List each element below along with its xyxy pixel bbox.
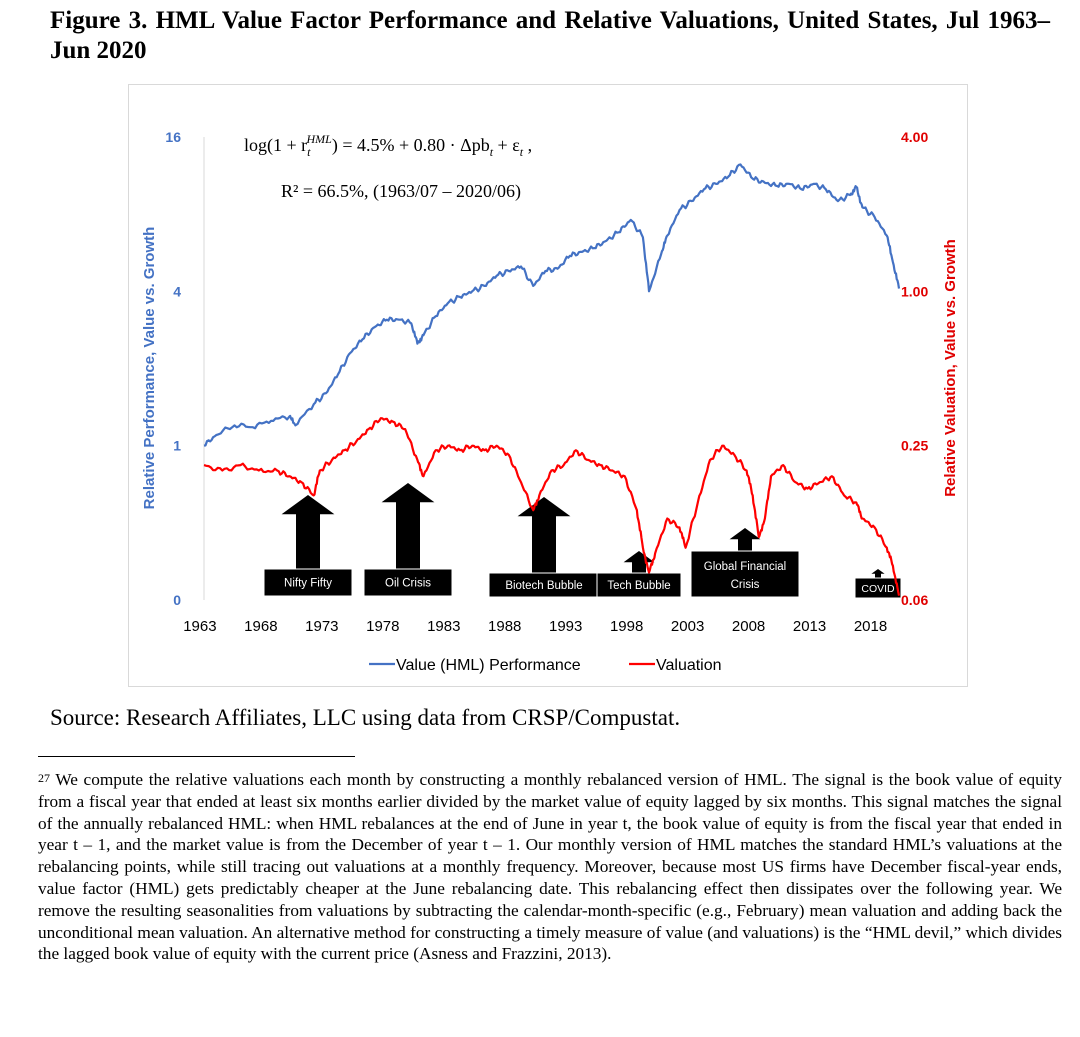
x-tick-label: 1963 bbox=[183, 618, 216, 635]
x-tick-label: 2013 bbox=[793, 618, 826, 635]
legend-item: Valuation bbox=[629, 657, 722, 674]
annotations: Nifty Fifty Oil Crisis Biotech Bubble Tech … bbox=[263, 483, 902, 599]
annotation-arrow bbox=[623, 551, 655, 573]
annotation-label: Oil Crisis bbox=[385, 578, 431, 590]
annotation-covid: COVID bbox=[854, 569, 902, 599]
x-tick-label: 2008 bbox=[732, 618, 765, 635]
x-tick-label: 1998 bbox=[610, 618, 643, 635]
left-tick-label: 0 bbox=[173, 592, 181, 608]
right-tick-label: 4.00 bbox=[901, 129, 928, 145]
annotation-arrow bbox=[381, 483, 435, 569]
left-tick-label: 16 bbox=[165, 129, 181, 145]
annotation-oil-crisis: Oil Crisis bbox=[363, 483, 453, 597]
footnote: 27 We compute the relative valuations ea… bbox=[38, 768, 1062, 965]
x-tick-label: 1993 bbox=[549, 618, 582, 635]
annotation-box bbox=[263, 568, 353, 597]
legend-label: Valuation bbox=[656, 657, 722, 674]
right-tick-label: 0.06 bbox=[901, 592, 928, 608]
series-lines bbox=[203, 163, 901, 596]
right-tick-label: 1.00 bbox=[901, 283, 928, 299]
annotation-label: Global Financial bbox=[704, 561, 786, 573]
equation-line-1: log(1 + rtHML) = 4.5% + 0.80 · Δpbt + εt… bbox=[244, 132, 532, 159]
annotation-box bbox=[596, 572, 682, 598]
annotation-label: Nifty Fifty bbox=[284, 578, 332, 590]
x-tick-label: 1968 bbox=[244, 618, 277, 635]
left-tick-label: 1 bbox=[173, 438, 181, 454]
figure-title: Figure 3. HML Value Factor Performance a… bbox=[50, 7, 1050, 64]
x-tick-label: 1988 bbox=[488, 618, 521, 635]
footnote-text: We compute the relative valuations each … bbox=[38, 770, 1062, 964]
regression-equation: log(1 + rtHML) = 4.5% + 0.80 · Δpbt + εt… bbox=[244, 132, 532, 202]
chart: 16 4 1 0 Relative Performance, Value vs. Gro… bbox=[141, 129, 959, 674]
x-tick-label: 1983 bbox=[427, 618, 460, 635]
annotation-arrow bbox=[871, 569, 885, 578]
annotation-arrow bbox=[729, 528, 761, 551]
source-note: Source: Research Affiliates, LLC using d… bbox=[50, 705, 681, 730]
legend-item: Value (HML) Performance bbox=[369, 657, 581, 674]
x-tick-label: 2018 bbox=[854, 618, 887, 635]
x-tick-label: 1973 bbox=[305, 618, 338, 635]
annotation-arrow bbox=[281, 495, 335, 569]
left-axis: 16 4 1 0 Relative Performance, Value vs. Gro… bbox=[141, 129, 205, 608]
left-tick-label: 4 bbox=[173, 283, 181, 299]
annotation-nifty-fifty: Nifty Fifty bbox=[263, 495, 353, 597]
annotation-biotech-bubble: Biotech Bubble bbox=[488, 497, 600, 598]
left-axis-title: Relative Performance, Value vs. Growth bbox=[141, 227, 158, 510]
annotation-box bbox=[690, 550, 800, 598]
annotation-label: Biotech Bubble bbox=[505, 580, 582, 592]
x-tick-label: 2003 bbox=[671, 618, 704, 635]
series-line-valuation bbox=[203, 417, 901, 596]
right-axis: 4.00 1.00 0.25 0.06 Relative Valuation, Valu… bbox=[901, 129, 959, 608]
annotation-label: Tech Bubble bbox=[607, 580, 670, 592]
x-axis: 1963 1968 1973 1978 1983 1988 1993 1998 2003 2008… bbox=[183, 618, 887, 635]
x-tick-label: 1978 bbox=[366, 618, 399, 635]
equation-line-2: R² = 66.5%, (1963/07 – 2020/06) bbox=[281, 181, 521, 202]
annotation-label: COVID bbox=[861, 583, 895, 595]
annotation-box bbox=[488, 572, 600, 598]
legend-label: Value (HML) Performance bbox=[396, 657, 581, 674]
annotation-box bbox=[363, 568, 453, 597]
footnote-rule bbox=[38, 756, 355, 757]
annotation-label: Crisis bbox=[731, 579, 760, 591]
series-line-hml-performance bbox=[203, 163, 901, 447]
right-tick-label: 0.25 bbox=[901, 438, 928, 454]
legend: Value (HML) Performance Valuation bbox=[369, 657, 722, 674]
right-axis-title: Relative Valuation, Value vs. Growth bbox=[942, 239, 959, 497]
annotation-arrow bbox=[517, 497, 571, 573]
annotation-global-financial-crisis: Global Financial Crisis bbox=[690, 528, 800, 598]
chart-panel: 16 4 1 0 Relative Performance, Value vs. Gro… bbox=[128, 84, 968, 687]
footnote-number: 27 bbox=[38, 771, 50, 785]
annotation-tech-bubble: Tech Bubble bbox=[596, 551, 682, 598]
annotation-box bbox=[854, 577, 902, 599]
